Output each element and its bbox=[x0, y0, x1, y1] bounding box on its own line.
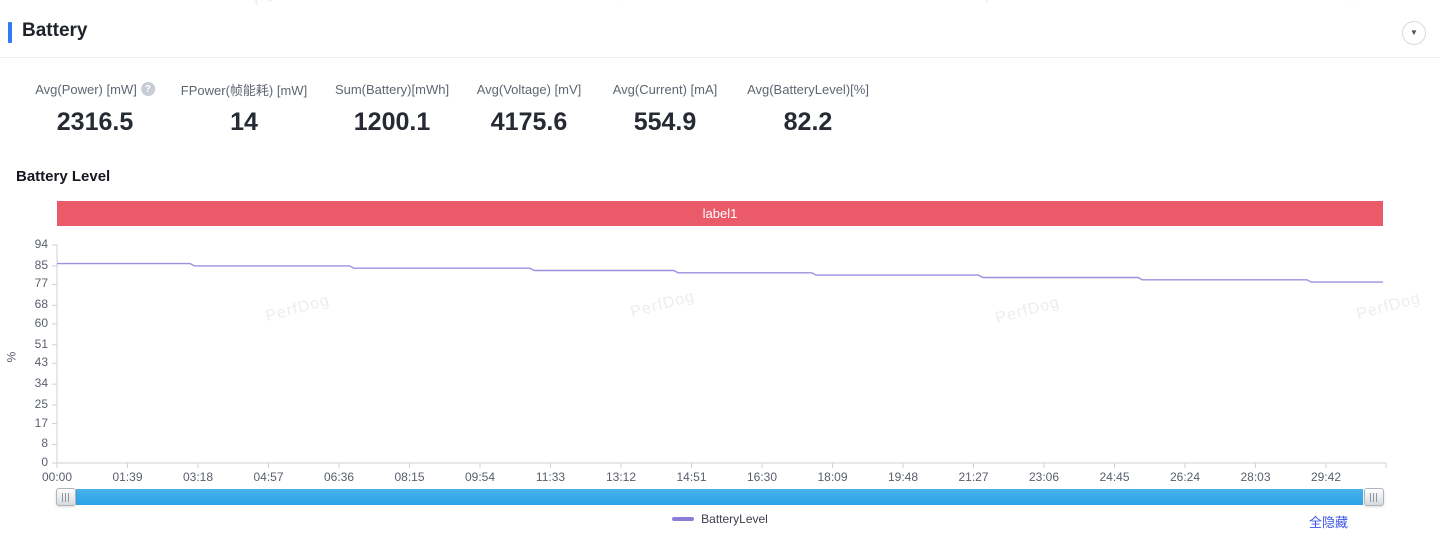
stat-value: 4175.6 bbox=[490, 108, 568, 136]
stat-value: 2316.5 bbox=[56, 108, 134, 136]
legend: BatteryLevel bbox=[0, 512, 1440, 526]
y-tick-label: 17 bbox=[34, 415, 48, 430]
series-line bbox=[57, 262, 1383, 283]
watermark: PerfDog bbox=[252, 0, 320, 10]
datazoom-slider[interactable] bbox=[56, 488, 1384, 506]
y-tick-label: 0 bbox=[41, 455, 48, 469]
y-tick-label: 8 bbox=[41, 436, 48, 451]
stats-row: Avg(Power) [mW]? 2316.5 FPower(帧能耗) [mW] 14… bbox=[0, 80, 1440, 150]
x-tick-label: 29:42 bbox=[1310, 470, 1342, 484]
x-tick-label: 11:33 bbox=[535, 470, 566, 484]
y-tick-label: 25 bbox=[34, 397, 48, 412]
watermark: PerfDog bbox=[263, 291, 332, 326]
annotation-banner: label1 bbox=[57, 201, 1383, 226]
hide-all-link[interactable]: 全隐藏 bbox=[1309, 515, 1349, 530]
datazoom-handle-right[interactable] bbox=[1364, 488, 1384, 506]
grip-icon bbox=[62, 492, 70, 502]
x-tick-label: 13:12 bbox=[605, 470, 637, 484]
watermark: PerfDog bbox=[628, 287, 697, 322]
stat-value: 14 bbox=[230, 108, 258, 136]
x-tick-label: 23:06 bbox=[1028, 470, 1060, 484]
help-icon[interactable]: ? bbox=[140, 82, 155, 96]
datazoom-handle-left[interactable] bbox=[56, 488, 76, 506]
x-tick-label: 09:54 bbox=[464, 470, 496, 484]
stat-value: 1200.1 bbox=[353, 108, 431, 136]
y-tick-label: 51 bbox=[34, 336, 48, 351]
x-tick-label: 19:48 bbox=[887, 470, 919, 484]
stat-label: Avg(BatteryLevel)[%] bbox=[747, 81, 869, 97]
legend-item-batterylevel[interactable]: BatteryLevel bbox=[672, 512, 768, 526]
x-tick-label: 16:30 bbox=[746, 470, 778, 484]
x-tick-label: 14:51 bbox=[676, 470, 707, 484]
x-tick-label: 03:18 bbox=[182, 470, 214, 484]
y-tick-label: 34 bbox=[34, 376, 48, 391]
stat-item: Avg(Power) [mW]? 2316.5 bbox=[35, 80, 155, 137]
stat-item: FPower(帧能耗) [mW] 14 bbox=[181, 80, 307, 137]
x-tick-label: 28:03 bbox=[1240, 470, 1271, 484]
stat-value: 82.2 bbox=[783, 108, 833, 136]
x-tick-label: 04:57 bbox=[253, 470, 284, 484]
x-tick-label: 21:27 bbox=[958, 470, 989, 484]
datazoom-window[interactable] bbox=[76, 489, 1363, 505]
x-tick-label: 00:00 bbox=[41, 470, 73, 484]
y-tick-label: 43 bbox=[34, 355, 48, 370]
stat-label: Avg(Voltage) [mV] bbox=[476, 81, 582, 97]
y-tick-label: 68 bbox=[34, 297, 48, 312]
y-tick-label: 94 bbox=[34, 237, 48, 251]
annotation-label: label1 bbox=[702, 206, 738, 221]
x-tick-label: 01:39 bbox=[112, 470, 143, 484]
title-accent-bar bbox=[8, 22, 12, 43]
y-tick-label: 60 bbox=[34, 315, 48, 330]
x-tick-label: 08:15 bbox=[394, 470, 425, 484]
stat-label: Sum(Battery)[mWh] bbox=[334, 81, 450, 97]
stat-item: Avg(Voltage) [mV] 4175.6 bbox=[477, 80, 582, 137]
x-tick-label: 18:09 bbox=[817, 470, 848, 484]
legend-label: BatteryLevel bbox=[701, 512, 768, 526]
watermark: PerfDog bbox=[617, 0, 685, 6]
y-axis-name: % bbox=[4, 351, 19, 363]
x-tick-label: 24:45 bbox=[1099, 470, 1130, 484]
watermark: PerfDog bbox=[982, 0, 1050, 8]
watermark: PerfDog bbox=[1354, 289, 1423, 324]
watermark: PerfDog bbox=[993, 293, 1062, 328]
stat-label: Avg(Power) [mW]? bbox=[35, 80, 155, 98]
legend-line-marker bbox=[672, 517, 695, 521]
stat-value: 554.9 bbox=[633, 108, 697, 136]
chart-title: Battery Level bbox=[16, 168, 111, 185]
watermark: PerfDog bbox=[1347, 0, 1415, 6]
header-divider bbox=[0, 57, 1440, 58]
stat-item: Avg(BatteryLevel)[%] 82.2 bbox=[747, 80, 869, 137]
y-tick-label: 85 bbox=[34, 257, 48, 272]
collapse-button[interactable]: ▼ bbox=[1402, 21, 1426, 45]
stat-item: Sum(Battery)[mWh] 1200.1 bbox=[335, 80, 449, 137]
y-tick-label: 77 bbox=[34, 276, 48, 291]
stat-label: Avg(Current) [mA] bbox=[612, 81, 718, 97]
x-tick-label: 06:36 bbox=[323, 470, 355, 484]
chevron-down-icon: ▼ bbox=[1410, 28, 1418, 37]
x-tick-label: 26:24 bbox=[1169, 470, 1201, 484]
panel-title: Battery bbox=[22, 20, 88, 41]
grip-icon bbox=[1370, 492, 1378, 502]
stat-item: Avg(Current) [mA] 554.9 bbox=[613, 80, 718, 137]
stat-label: FPower(帧能耗) [mW] bbox=[180, 82, 308, 98]
